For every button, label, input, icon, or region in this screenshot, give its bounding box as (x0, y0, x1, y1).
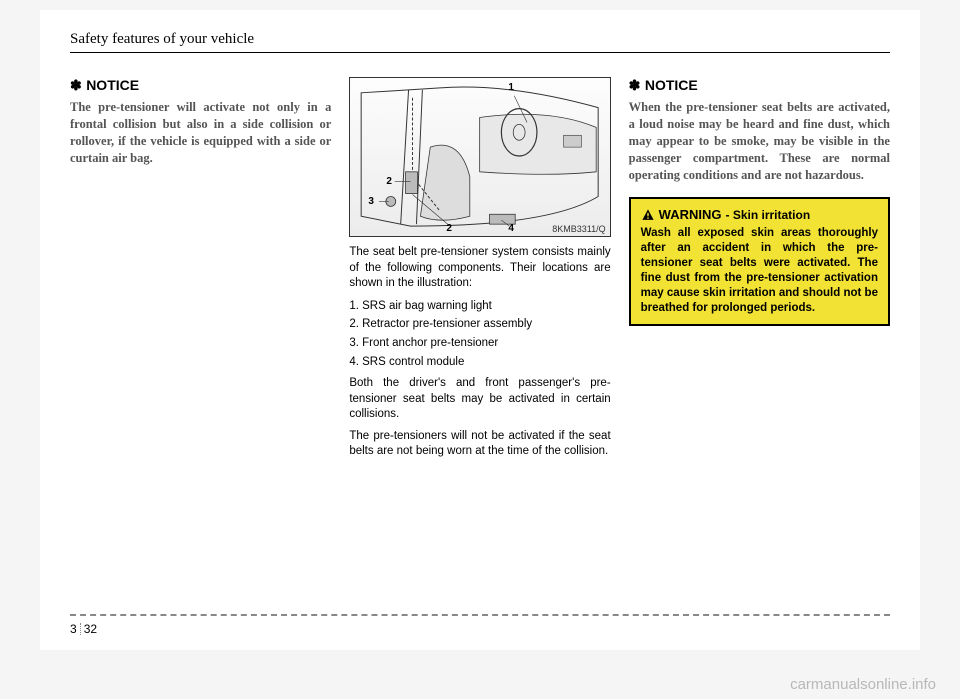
callout-4: 4 (508, 223, 514, 234)
content-columns: ✽ NOTICE The pre-tensioner will activate… (70, 77, 890, 466)
notice-label: NOTICE (86, 77, 139, 93)
list-item-3: 3. Front anchor pre-tensioner (349, 335, 610, 352)
header-title: Safety features of your vehicle (70, 31, 254, 47)
notice-symbol: ✽ (70, 79, 82, 94)
notice-heading-2: ✽ NOTICE (629, 77, 890, 95)
car-interior-illustration (350, 78, 609, 236)
warning-label: WARNING (659, 207, 722, 222)
page-footer: 3 32 (70, 614, 890, 638)
column-1: ✽ NOTICE The pre-tensioner will activate… (70, 77, 331, 466)
notice-body: The pre-tensioner will activate not only… (70, 99, 331, 167)
para-2: Both the driver's and front passenger's … (349, 376, 610, 423)
manual-page: Safety features of your vehicle ✽ NOTICE… (40, 10, 920, 650)
notice-heading: ✽ NOTICE (70, 77, 331, 95)
page-number: 3 32 (70, 622, 97, 636)
list-item-1: 1. SRS air bag warning light (349, 298, 610, 315)
page-index: 32 (84, 622, 97, 636)
chapter-number: 3 (70, 622, 77, 636)
notice-symbol-2: ✽ (629, 79, 641, 94)
callout-3: 3 (368, 196, 374, 207)
callout-1: 1 (508, 82, 514, 93)
callout-2a: 2 (386, 176, 392, 187)
notice-body-2: When the pre-tensioner seat belts are ac… (629, 99, 890, 183)
warning-title-row: WARNING - Skin irritation (641, 207, 878, 222)
warning-subtitle: - Skin irritation (726, 208, 811, 222)
callout-2b: 2 (446, 223, 452, 234)
column-3: ✽ NOTICE When the pre-tensioner seat bel… (629, 77, 890, 466)
para-3: The pre-tensioners will not be activated… (349, 429, 610, 460)
warning-body: Wash all exposed skin areas thoroughly a… (641, 226, 878, 316)
column-2: 1 2 3 2 4 8KMB3311/Q The seat belt pre-t… (349, 77, 610, 466)
page-separator (80, 623, 81, 635)
notice-label-2: NOTICE (645, 77, 698, 93)
list-item-2: 2. Retractor pre-tensioner assembly (349, 316, 610, 333)
page-header: Safety features of your vehicle (70, 30, 890, 53)
list-item-4: 4. SRS control module (349, 354, 610, 371)
watermark: carmanualsonline.info (790, 676, 936, 693)
warning-triangle-icon (641, 208, 655, 222)
warning-box: WARNING - Skin irritation Wash all expos… (629, 197, 890, 326)
intro-text: The seat belt pre-tensioner system consi… (349, 245, 610, 292)
diagram-code: 8KMB3311/Q (552, 224, 605, 234)
pretensioner-diagram: 1 2 3 2 4 8KMB3311/Q (349, 77, 610, 237)
